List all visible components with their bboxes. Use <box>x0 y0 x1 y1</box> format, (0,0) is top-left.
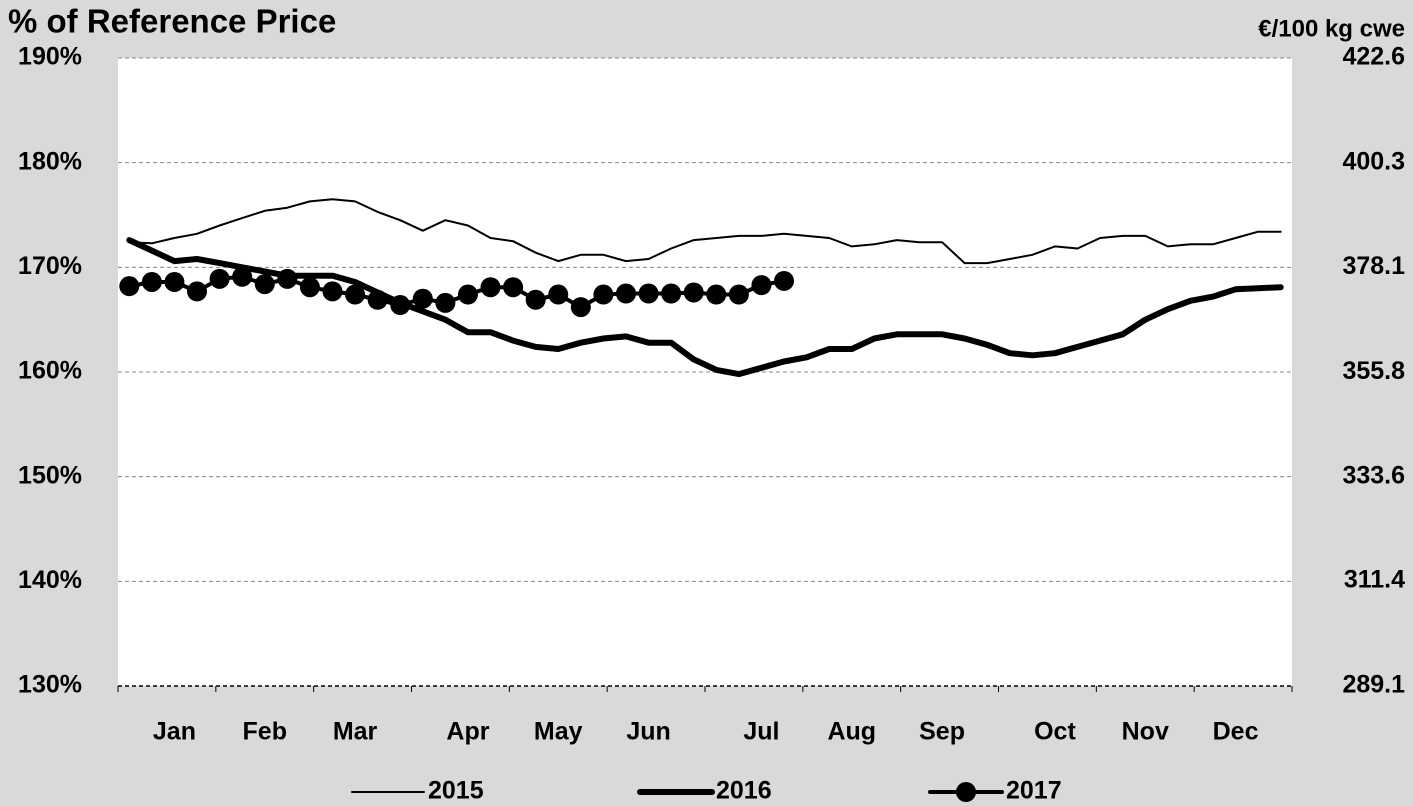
data-point <box>525 289 546 310</box>
data-point <box>683 282 704 303</box>
data-point <box>661 283 682 304</box>
y2-axis-label: €/100 kg cwe <box>1258 15 1405 42</box>
x-tick-label: Oct <box>1034 718 1076 746</box>
data-point <box>638 283 659 304</box>
y2-tick-label: 400.3 <box>1342 148 1405 176</box>
y2-tick-label: 333.6 <box>1342 461 1405 489</box>
y-tick-label: 160% <box>18 357 82 385</box>
data-point <box>480 277 501 298</box>
legend-label: 2016 <box>716 777 772 805</box>
data-point <box>119 276 140 297</box>
data-point <box>570 297 591 318</box>
data-point <box>187 281 208 302</box>
x-tick-label: Aug <box>827 718 876 746</box>
x-tick-label: May <box>534 718 583 746</box>
data-point <box>254 274 275 295</box>
y2-tick-label: 311.4 <box>1344 566 1405 594</box>
data-point <box>751 275 772 296</box>
x-tick-label: Jan <box>153 718 196 746</box>
y2-tick-label: 422.6 <box>1342 43 1405 71</box>
series-line <box>128 198 1282 265</box>
legend-label: 2017 <box>1006 777 1062 805</box>
y2-tick-label: 378.1 <box>1342 252 1405 280</box>
y-tick-label: 170% <box>18 252 82 280</box>
data-point <box>548 284 569 305</box>
y-tick-label: 150% <box>18 461 82 489</box>
data-point <box>164 271 185 292</box>
plot-area <box>118 58 1292 686</box>
x-tick-label: Sep <box>919 718 965 746</box>
y-tick-label: 140% <box>18 566 82 594</box>
x-tick-label: Dec <box>1213 718 1259 746</box>
data-point <box>457 284 478 305</box>
data-point <box>209 268 230 289</box>
y2-tick-label: 289.1 <box>1342 671 1405 699</box>
data-point <box>503 277 524 298</box>
data-point <box>299 277 320 298</box>
legend-label: 2015 <box>428 777 484 805</box>
data-point <box>367 289 388 310</box>
legend-marker <box>956 782 976 802</box>
x-tick-label: Nov <box>1122 718 1169 746</box>
y-tick-label: 190% <box>18 43 82 71</box>
x-tick-label: Jul <box>743 718 779 746</box>
x-tick-label: Mar <box>333 718 378 746</box>
data-point <box>390 295 411 316</box>
x-tick-label: Jun <box>626 718 670 746</box>
data-point <box>435 292 456 313</box>
chart-title: % of Reference Price <box>8 3 336 40</box>
x-tick-label: Apr <box>446 718 489 746</box>
data-point <box>322 281 343 302</box>
data-point <box>277 268 298 289</box>
data-point <box>774 270 795 291</box>
data-point <box>141 271 162 292</box>
x-tick-label: Feb <box>243 718 287 746</box>
data-point <box>232 266 253 287</box>
data-point <box>728 284 749 305</box>
y-tick-label: 130% <box>18 671 82 699</box>
data-point <box>345 284 366 305</box>
data-point <box>412 288 433 309</box>
series-line <box>126 237 1284 378</box>
data-point <box>615 283 636 304</box>
data-point <box>593 284 614 305</box>
data-point <box>706 284 727 305</box>
y2-tick-label: 355.8 <box>1342 357 1405 385</box>
y-tick-label: 180% <box>18 147 82 175</box>
